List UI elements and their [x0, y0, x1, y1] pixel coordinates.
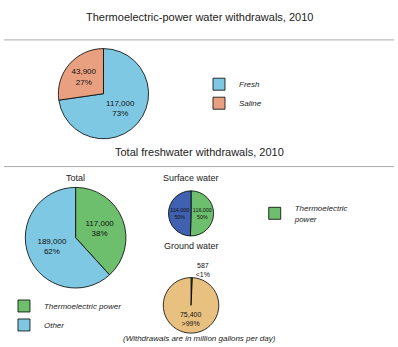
- svg-text:587<1%: 587<1%: [196, 262, 210, 278]
- svg-text:Other: Other: [44, 321, 64, 330]
- svg-text:(Withdrawals are in million ga: (Withdrawals are in million gallons per …: [123, 334, 276, 343]
- svg-text:Surface water: Surface water: [163, 173, 219, 183]
- svg-text:Total: Total: [66, 173, 85, 183]
- svg-text:189,00062%: 189,00062%: [37, 237, 66, 256]
- svg-text:Thermoelectric power: Thermoelectric power: [44, 302, 121, 311]
- svg-text:Fresh: Fresh: [239, 80, 260, 89]
- svg-text:117,00073%: 117,00073%: [106, 99, 135, 118]
- svg-text:75,400>99%: 75,400>99%: [180, 311, 202, 327]
- svg-text:114,00050%: 114,00050%: [170, 207, 189, 220]
- svg-text:Thermoelectricpower: Thermoelectricpower: [294, 204, 348, 223]
- svg-text:117,00038%: 117,00038%: [85, 219, 114, 238]
- svg-text:116,00050%: 116,00050%: [193, 207, 212, 220]
- svg-text:43,90027%: 43,90027%: [72, 67, 97, 86]
- svg-text:Thermoelectric-power water wit: Thermoelectric-power water withdrawals, …: [86, 11, 313, 23]
- svg-text:Saline: Saline: [239, 99, 262, 108]
- svg-text:Total freshwater withdrawals,: Total freshwater withdrawals, 2010: [115, 146, 284, 158]
- svg-text:Ground water: Ground water: [164, 241, 219, 251]
